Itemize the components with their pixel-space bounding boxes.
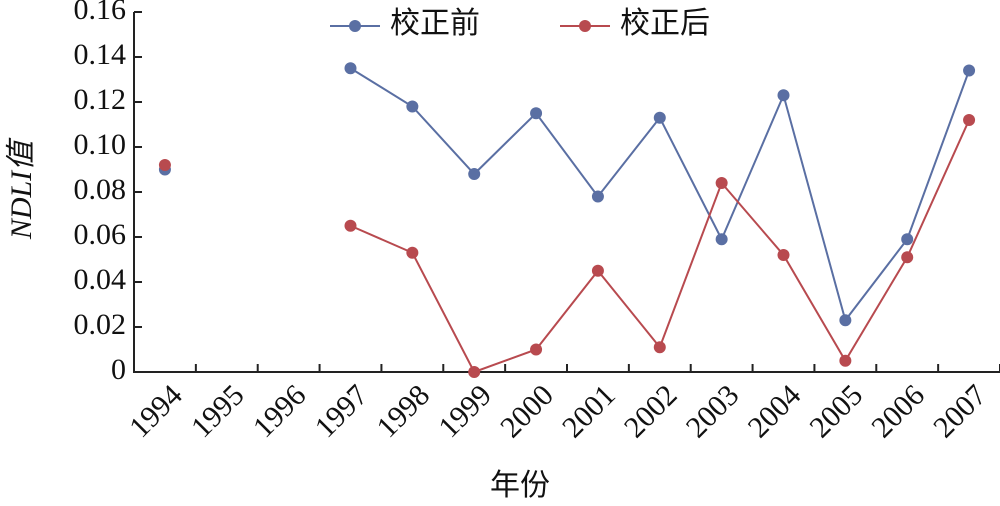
x-tick-label: 2003 bbox=[680, 378, 746, 444]
point bbox=[530, 343, 543, 356]
x-tick-label: 2005 bbox=[803, 378, 869, 444]
y-tick-label: 0.16 bbox=[74, 0, 127, 26]
legend-marker bbox=[349, 20, 361, 32]
point bbox=[468, 168, 481, 180]
legend-marker bbox=[579, 20, 591, 32]
y-tick-label: 0.06 bbox=[74, 218, 127, 251]
legend-label: 校正后 bbox=[620, 7, 710, 40]
point bbox=[591, 264, 604, 277]
point bbox=[901, 251, 914, 264]
x-axis-title: 年份 bbox=[490, 469, 550, 502]
y-tick-label: 0.04 bbox=[74, 263, 127, 296]
x-tick-label: 2000 bbox=[494, 378, 560, 444]
point bbox=[839, 314, 852, 327]
point bbox=[530, 107, 543, 120]
y-tick-label: 0.12 bbox=[74, 83, 127, 116]
point bbox=[344, 219, 357, 232]
y-axis-title: NDLI值 bbox=[5, 137, 38, 240]
x-tick-label: 1999 bbox=[432, 378, 498, 444]
y-tick-label: 0 bbox=[111, 353, 126, 386]
y-tick-label: 0.02 bbox=[74, 308, 127, 341]
x-tick-label: 2001 bbox=[556, 378, 622, 444]
point bbox=[777, 249, 790, 261]
point bbox=[653, 111, 666, 124]
y-tick-label: 0.08 bbox=[74, 173, 127, 206]
point bbox=[406, 100, 419, 113]
x-tick-label: 1995 bbox=[185, 378, 251, 444]
point bbox=[653, 341, 666, 354]
series-line bbox=[350, 119, 970, 374]
x-tick-label: 2004 bbox=[742, 378, 808, 444]
point bbox=[715, 177, 728, 189]
point bbox=[901, 233, 914, 246]
point bbox=[963, 64, 976, 77]
x-tick-label: 2006 bbox=[865, 378, 931, 444]
legend-label: 校正前 bbox=[390, 7, 480, 40]
point bbox=[715, 233, 728, 246]
point bbox=[344, 62, 357, 75]
point bbox=[468, 366, 481, 378]
point bbox=[963, 114, 976, 126]
x-tick-label: 1996 bbox=[247, 378, 313, 444]
point bbox=[158, 159, 171, 171]
x-tick-label: 2007 bbox=[927, 378, 993, 444]
x-tick-label: 1998 bbox=[370, 378, 436, 444]
series-line bbox=[349, 67, 971, 323]
point bbox=[777, 89, 790, 102]
x-tick-label: 1997 bbox=[309, 378, 375, 444]
point bbox=[406, 246, 419, 259]
point bbox=[839, 354, 852, 367]
point bbox=[591, 190, 604, 203]
y-tick-label: 0.14 bbox=[74, 38, 127, 71]
x-tick-label: 2002 bbox=[618, 378, 684, 444]
y-tick-label: 0.10 bbox=[74, 128, 127, 161]
x-tick-label: 1994 bbox=[123, 378, 189, 444]
